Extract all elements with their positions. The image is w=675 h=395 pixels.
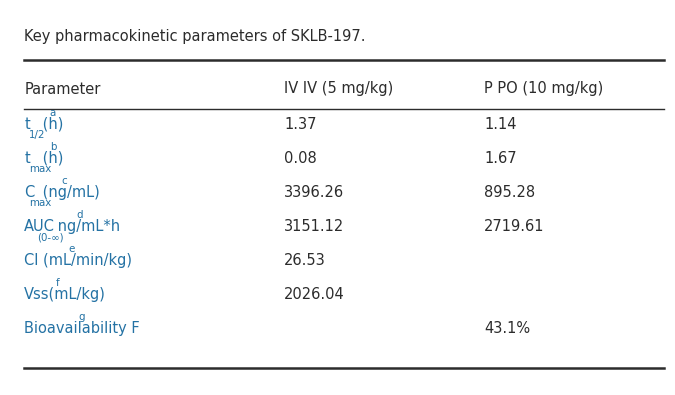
Text: IV IV (5 mg/kg): IV IV (5 mg/kg)	[284, 81, 394, 96]
Text: (0-∞): (0-∞)	[37, 232, 63, 243]
Text: e: e	[69, 245, 75, 254]
Text: 895.28: 895.28	[484, 185, 535, 200]
Text: d: d	[76, 211, 82, 220]
Text: 0.08: 0.08	[284, 151, 317, 166]
Text: 1.67: 1.67	[484, 151, 517, 166]
Text: a: a	[50, 108, 56, 118]
Text: f: f	[56, 278, 59, 288]
Text: C: C	[24, 185, 34, 200]
Text: AUC: AUC	[24, 219, 55, 234]
Text: Bioavailability F: Bioavailability F	[24, 321, 140, 336]
Text: Cl (mL/min/kg): Cl (mL/min/kg)	[24, 253, 132, 268]
Text: 2026.04: 2026.04	[284, 287, 345, 302]
Text: g: g	[78, 312, 84, 322]
Text: 43.1%: 43.1%	[484, 321, 531, 336]
Text: (h): (h)	[38, 117, 64, 132]
Text: Parameter: Parameter	[24, 81, 101, 96]
Text: t: t	[24, 117, 30, 132]
Text: c: c	[61, 176, 67, 186]
Text: 3396.26: 3396.26	[284, 185, 344, 200]
Text: ng/mL*h: ng/mL*h	[53, 219, 121, 234]
Text: 26.53: 26.53	[284, 253, 326, 268]
Text: 1/2: 1/2	[29, 130, 45, 140]
Text: b: b	[50, 142, 56, 152]
Text: (ng/mL): (ng/mL)	[38, 185, 101, 200]
Text: t: t	[24, 151, 30, 166]
Text: Vss(mL/kg): Vss(mL/kg)	[24, 287, 106, 302]
Text: 1.14: 1.14	[484, 117, 516, 132]
Text: max: max	[29, 164, 51, 174]
Text: Key pharmacokinetic parameters of SKLB-197.: Key pharmacokinetic parameters of SKLB-1…	[24, 29, 366, 44]
Text: (h): (h)	[38, 151, 64, 166]
Text: P PO (10 mg/kg): P PO (10 mg/kg)	[484, 81, 603, 96]
Text: 1.37: 1.37	[284, 117, 317, 132]
Text: 3151.12: 3151.12	[284, 219, 344, 234]
Text: 2719.61: 2719.61	[484, 219, 545, 234]
Text: max: max	[29, 198, 51, 209]
